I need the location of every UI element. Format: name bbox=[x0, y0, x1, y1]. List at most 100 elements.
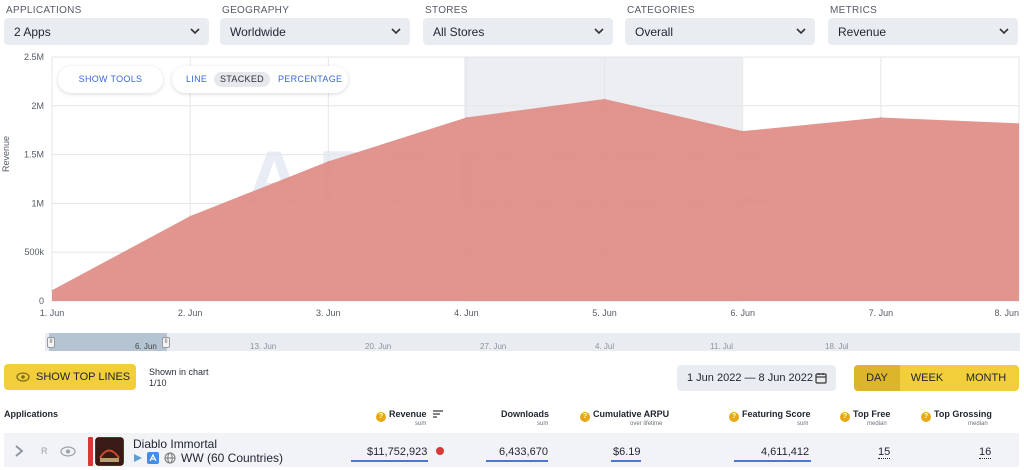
navigator-label: 13. Jun bbox=[250, 342, 277, 351]
diablo-logo-icon bbox=[96, 438, 123, 465]
filter-applications: APPLICATIONS 2 Apps bbox=[4, 0, 209, 50]
period-week[interactable]: WEEK bbox=[910, 372, 944, 384]
top-grossing-value[interactable]: 16 bbox=[979, 446, 992, 459]
data-point bbox=[880, 117, 882, 119]
help-icon: ? bbox=[376, 412, 386, 422]
metrics-select[interactable]: Revenue bbox=[828, 18, 1018, 45]
navigator-label: 6. Jun bbox=[135, 342, 157, 351]
period-month[interactable]: MONTH bbox=[965, 372, 1007, 384]
downloads-value: 6,433,670 bbox=[499, 446, 548, 458]
calendar-icon bbox=[815, 373, 827, 384]
filter-label: APPLICATIONS bbox=[6, 5, 82, 16]
select-value: All Stores bbox=[433, 25, 485, 39]
featuring-value: 4,611,412 bbox=[761, 446, 810, 458]
filter-label: CATEGORIES bbox=[627, 5, 695, 16]
header-arpu[interactable]: ? Cumulative ARPU bbox=[580, 409, 669, 422]
data-point bbox=[465, 117, 467, 119]
data-point bbox=[1018, 122, 1020, 124]
y-tick-label: 2M bbox=[31, 101, 44, 111]
filter-label: STORES bbox=[425, 5, 468, 16]
revenue-value: $11,752,923 bbox=[367, 446, 428, 458]
show-tools-button[interactable]: SHOW TOOLS bbox=[58, 66, 163, 93]
header-downloads-sub: sum bbox=[537, 421, 549, 427]
select-value: Overall bbox=[635, 25, 674, 39]
mode-percentage[interactable]: PERCENTAGE bbox=[278, 74, 343, 84]
show-top-lines-label: SHOW TOP LINES bbox=[36, 371, 131, 383]
show-top-lines-button[interactable]: SHOW TOP LINES bbox=[4, 364, 136, 390]
eye-icon bbox=[16, 372, 30, 382]
eye-icon[interactable] bbox=[60, 446, 76, 457]
x-tick-label: 1. Jun bbox=[40, 308, 65, 318]
app-region: WW (60 Countries) bbox=[181, 451, 284, 465]
period-day[interactable]: DAY bbox=[854, 365, 900, 391]
header-downloads[interactable]: Downloads bbox=[501, 409, 550, 419]
app-name[interactable]: Diablo Immortal bbox=[133, 437, 218, 451]
header-top-free[interactable]: ? Top Free bbox=[840, 409, 890, 422]
shown-in-chart-label: Shown in chart bbox=[149, 367, 209, 377]
x-tick-label: 4. Jun bbox=[454, 308, 479, 318]
data-point bbox=[742, 130, 744, 132]
expand-chevron-icon[interactable] bbox=[14, 445, 24, 457]
data-point bbox=[189, 215, 191, 217]
help-icon: ? bbox=[729, 412, 739, 422]
select-value: Revenue bbox=[838, 25, 887, 39]
mode-stacked[interactable]: STACKED bbox=[214, 72, 270, 87]
app-icon bbox=[95, 437, 124, 466]
header-top-grossing-label: Top Grossing bbox=[934, 409, 992, 419]
app-store-icon bbox=[147, 452, 159, 464]
data-point bbox=[51, 289, 53, 291]
rank-letter: R bbox=[41, 446, 48, 456]
x-tick-label: 3. Jun bbox=[316, 308, 341, 318]
x-tick-label: 5. Jun bbox=[592, 308, 617, 318]
help-icon: ? bbox=[921, 412, 931, 422]
y-tick-label: 0 bbox=[39, 296, 44, 306]
arpu-value: $6.19 bbox=[613, 446, 641, 458]
navigator-label: 11. Jul bbox=[710, 342, 733, 351]
top-free-value[interactable]: 15 bbox=[878, 446, 891, 459]
header-top-grossing[interactable]: ? Top Grossing bbox=[921, 409, 992, 422]
google-play-icon bbox=[134, 454, 142, 462]
x-tick-label: 6. Jun bbox=[730, 308, 755, 318]
arpu-bar bbox=[611, 460, 641, 462]
select-value: 2 Apps bbox=[14, 25, 51, 39]
chevron-down-icon bbox=[594, 28, 604, 35]
header-applications: Applications bbox=[4, 409, 59, 419]
navigator-selection[interactable] bbox=[49, 333, 167, 351]
navigator-left-handle[interactable]: II bbox=[47, 337, 55, 348]
stores-select[interactable]: All Stores bbox=[423, 18, 613, 45]
y-axis-title: Revenue bbox=[1, 135, 11, 172]
help-icon: ? bbox=[840, 412, 850, 422]
x-tick-label: 7. Jun bbox=[869, 308, 894, 318]
header-featuring-label: Featuring Score bbox=[742, 409, 811, 419]
categories-select[interactable]: Overall bbox=[625, 18, 815, 45]
applications-select[interactable]: 2 Apps bbox=[4, 18, 209, 45]
data-point bbox=[327, 160, 329, 162]
header-revenue[interactable]: ? Revenue bbox=[376, 409, 444, 422]
header-revenue-sub: sum bbox=[415, 421, 427, 427]
navigator-right-handle[interactable]: II bbox=[162, 337, 170, 348]
revenue-bar bbox=[351, 460, 428, 462]
help-icon: ? bbox=[580, 412, 590, 422]
header-featuring-sub: sum bbox=[797, 421, 809, 427]
header-featuring[interactable]: ? Featuring Score bbox=[729, 409, 811, 422]
geography-select[interactable]: Worldwide bbox=[220, 18, 410, 45]
header-top-free-label: Top Free bbox=[853, 409, 891, 419]
mode-line[interactable]: LINE bbox=[186, 74, 208, 84]
select-value: Worldwide bbox=[230, 25, 286, 39]
series-area bbox=[52, 98, 1019, 301]
y-axis-labels: 0 500k 1M 1.5M 2M 2.5M bbox=[24, 52, 45, 306]
filter-geography: GEOGRAPHY Worldwide bbox=[220, 0, 410, 50]
header-top-free-sub: median bbox=[867, 421, 887, 427]
header-arpu-label: Cumulative ARPU bbox=[593, 409, 670, 419]
x-tick-label: 2. Jun bbox=[178, 308, 203, 318]
y-tick-label: 2.5M bbox=[24, 52, 44, 62]
filter-metrics: METRICS Revenue bbox=[828, 0, 1018, 50]
period-toggle: DAY WEEK MONTH bbox=[854, 365, 1019, 391]
navigator-label: 27. Jun bbox=[480, 342, 507, 351]
range-navigator[interactable] bbox=[45, 333, 1020, 351]
sort-icon[interactable] bbox=[433, 410, 444, 418]
header-revenue-label: Revenue bbox=[389, 409, 427, 419]
date-range-picker[interactable]: 1 Jun 2022 — 8 Jun 2022 bbox=[677, 365, 836, 391]
chevron-down-icon bbox=[391, 28, 401, 35]
